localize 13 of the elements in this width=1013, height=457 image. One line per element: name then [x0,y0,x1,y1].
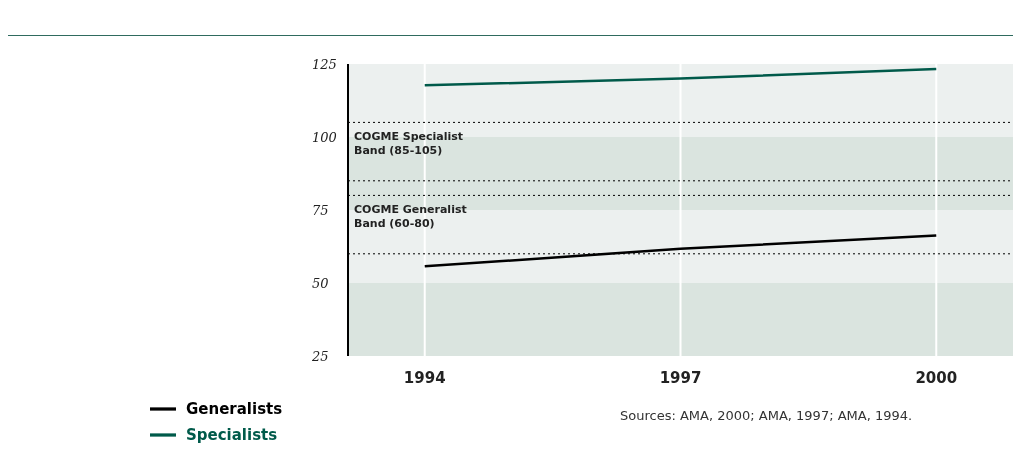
y-tick-label: 100 [312,129,337,145]
ref-line-label: COGME Specialist Band (85-105) [354,130,464,158]
x-tick-label: 1994 [403,368,446,387]
x-tick-label: 2000 [915,368,958,387]
y-tick-label: 50 [312,275,329,291]
source-note: Sources: AMA, 2000; AMA, 1997; AMA, 1994. [620,408,914,423]
y-tick-label: 25 [311,348,329,364]
y-tick-label: 125 [312,56,337,72]
ref-line-label: COGME Generalist Band (60-80) [354,203,467,231]
legend-label: Generalists [186,399,283,418]
x-tick-label: 1997 [659,368,702,387]
legend-label: Specialists [186,425,278,444]
y-tick-label: 75 [312,202,329,218]
